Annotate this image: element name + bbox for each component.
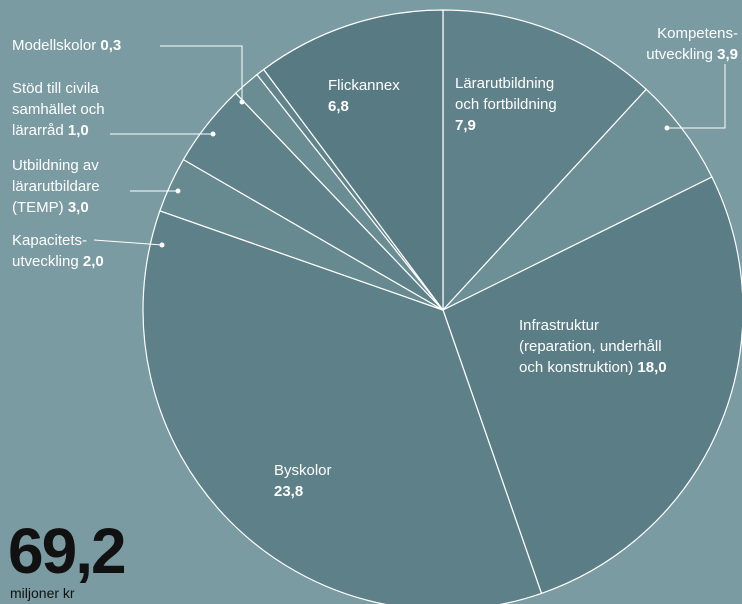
slice-label: Lärarutbildning och fortbildning 7,9: [455, 75, 557, 134]
slice-label: Kapacitets-utveckling 2,0: [12, 232, 104, 270]
label-line: Stöd till civila: [12, 80, 99, 97]
value-label: 6,8: [328, 98, 349, 115]
category-label: Flickannex: [328, 77, 400, 94]
category-label: Byskolor: [274, 462, 332, 479]
slice-label: Byskolor 23,8: [274, 462, 332, 500]
value-label: 23,8: [274, 483, 303, 500]
label-line: samhället och: [12, 101, 105, 118]
value-label: 3,9: [717, 46, 738, 63]
category-label: Lärarutbildning och fortbildning: [455, 75, 557, 113]
label-line: Byskolor: [274, 462, 332, 479]
leader-line: [160, 45, 243, 102]
value-label: 2,0: [83, 253, 104, 270]
slice-label: Stöd till civila samhället och lärarråd 1,…: [12, 80, 105, 139]
label-line: Kapacitets-: [12, 232, 87, 249]
label-line: Utbildning av: [12, 157, 99, 174]
slice: [442, 9, 648, 312]
label-line: (reparation, underhåll: [519, 338, 662, 355]
value-label: 18,0: [637, 359, 666, 376]
category-label: Kompetens-utveckling: [646, 25, 738, 63]
label-line: Lärarutbildning: [455, 75, 554, 92]
label-line: utveckling: [12, 253, 83, 270]
label-line: och fortbildning: [455, 96, 557, 113]
label-line: (TEMP): [12, 199, 68, 216]
leader-dot: [175, 188, 181, 194]
leader-dot: [210, 131, 216, 137]
pie: [142, 9, 742, 604]
leader-line: [93, 239, 163, 246]
value-label: 3,0: [68, 199, 89, 216]
label-line: Flickannex: [328, 77, 400, 94]
unit: miljoner kr: [10, 585, 75, 601]
value-label: 0,3: [100, 37, 121, 54]
slice-label: Flickannex 6,8: [328, 77, 400, 115]
category-label: Kapacitets-utveckling: [12, 232, 87, 270]
label-line: och konstruktion): [519, 359, 637, 376]
slice: [262, 9, 444, 312]
leader-dot: [239, 99, 245, 105]
total: 69,2: [8, 515, 125, 587]
label-line: lärarråd: [12, 122, 68, 139]
slice: [442, 176, 742, 595]
label-line: lärarutbildare: [12, 178, 100, 195]
label-line: Infrastruktur: [519, 317, 599, 334]
category-label: Utbildning av lärarutbildare (TEMP): [12, 157, 100, 216]
leader-line: [667, 64, 726, 129]
slice-label: Kompetens-utveckling 3,9: [646, 25, 738, 63]
category-label: Infrastruktur (reparation, underhåll och k…: [519, 317, 662, 376]
leader-dot: [664, 125, 670, 131]
slice-label: Utbildning av lärarutbildare (TEMP) 3,0: [12, 157, 100, 216]
slice: [142, 210, 543, 604]
category-label: Modellskolor: [12, 37, 100, 54]
label-line: Modellskolor: [12, 37, 100, 54]
leader-dot: [159, 242, 165, 248]
slice-label: Infrastruktur (reparation, underhåll och k…: [519, 317, 667, 376]
slice-label: Modellskolor 0,3: [12, 37, 121, 54]
value-label: 1,0: [68, 122, 89, 139]
labels: Lärarutbildning och fortbildning 7,9 Kompet…: [12, 25, 738, 500]
value-label: 7,9: [455, 117, 476, 134]
label-line: Kompetens-: [657, 25, 738, 42]
label-line: utveckling: [646, 46, 717, 63]
category-label: Stöd till civila samhället och lärarråd: [12, 80, 105, 139]
